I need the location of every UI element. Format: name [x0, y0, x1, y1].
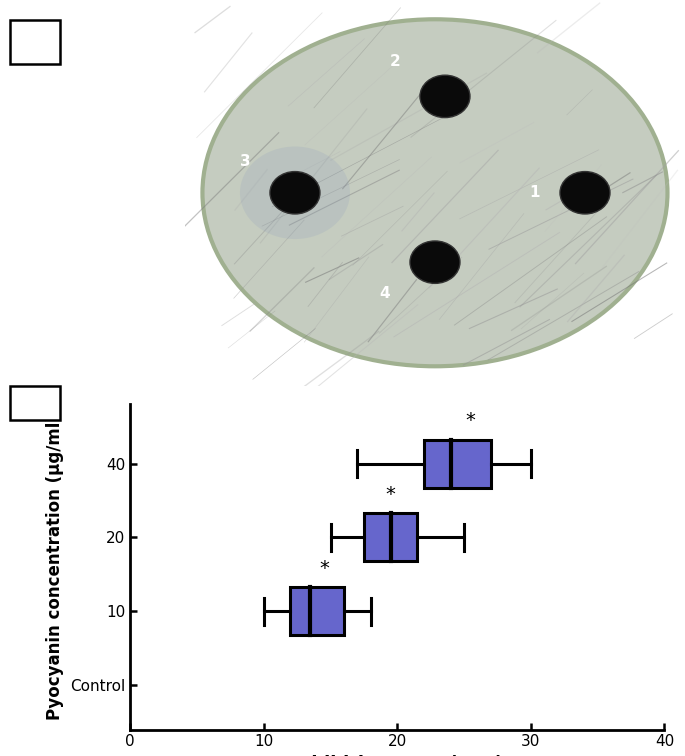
- Y-axis label: Pyocyanin concentration (μg/ml): Pyocyanin concentration (μg/ml): [47, 414, 64, 720]
- Text: B: B: [29, 392, 43, 411]
- Bar: [424, 439, 490, 488]
- Ellipse shape: [560, 172, 610, 214]
- Text: 1: 1: [530, 185, 540, 200]
- Bar: [290, 587, 344, 635]
- Text: 2: 2: [390, 54, 400, 70]
- Text: A: A: [28, 31, 43, 50]
- Text: *: *: [466, 411, 475, 430]
- Ellipse shape: [270, 172, 320, 214]
- Text: 4: 4: [379, 286, 390, 301]
- Bar: [364, 513, 417, 562]
- FancyBboxPatch shape: [10, 386, 60, 420]
- Ellipse shape: [410, 241, 460, 284]
- Text: *: *: [386, 485, 395, 504]
- Ellipse shape: [240, 147, 350, 239]
- FancyBboxPatch shape: [10, 20, 60, 64]
- Ellipse shape: [203, 20, 667, 367]
- Text: *: *: [319, 559, 329, 578]
- Text: 3: 3: [240, 154, 250, 169]
- X-axis label: Inhibition zone (mm): Inhibition zone (mm): [292, 755, 503, 756]
- Ellipse shape: [420, 75, 470, 118]
